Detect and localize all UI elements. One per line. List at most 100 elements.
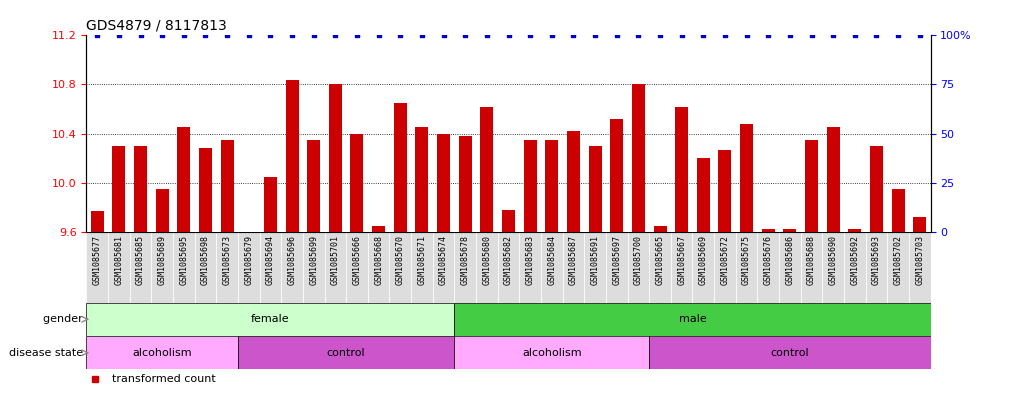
Bar: [91, 211, 104, 232]
Bar: [675, 107, 689, 232]
Bar: [541, 232, 562, 303]
Bar: [671, 232, 693, 303]
Bar: [130, 232, 152, 303]
Text: GSM1085694: GSM1085694: [265, 235, 275, 285]
Bar: [394, 103, 407, 232]
Bar: [892, 189, 904, 232]
Text: GSM1085681: GSM1085681: [114, 235, 123, 285]
Text: GSM1085667: GSM1085667: [677, 235, 686, 285]
Bar: [459, 136, 472, 232]
Text: GSM1085699: GSM1085699: [309, 235, 318, 285]
Bar: [221, 140, 234, 232]
Bar: [827, 127, 840, 232]
Bar: [86, 303, 455, 336]
Text: alcoholism: alcoholism: [522, 348, 582, 358]
Bar: [740, 124, 753, 232]
Text: GSM1085691: GSM1085691: [591, 235, 600, 285]
Bar: [152, 232, 173, 303]
Text: GSM1085692: GSM1085692: [850, 235, 859, 285]
Bar: [524, 140, 537, 232]
Bar: [649, 232, 671, 303]
Bar: [562, 232, 584, 303]
Text: control: control: [771, 348, 810, 358]
Bar: [455, 303, 931, 336]
Text: GSM1085683: GSM1085683: [526, 235, 535, 285]
Bar: [758, 232, 779, 303]
Text: GSM1085698: GSM1085698: [201, 235, 210, 285]
Bar: [372, 226, 385, 232]
Bar: [606, 232, 627, 303]
Bar: [735, 232, 758, 303]
Bar: [194, 232, 217, 303]
Text: GSM1085674: GSM1085674: [439, 235, 448, 285]
Bar: [324, 232, 346, 303]
Text: GSM1085672: GSM1085672: [720, 235, 729, 285]
Bar: [887, 232, 909, 303]
Bar: [870, 146, 883, 232]
Text: GSM1085697: GSM1085697: [612, 235, 621, 285]
Bar: [589, 146, 602, 232]
Bar: [351, 134, 363, 232]
Bar: [649, 336, 931, 369]
Bar: [779, 232, 800, 303]
Text: GSM1085670: GSM1085670: [396, 235, 405, 285]
Bar: [762, 230, 775, 232]
Text: GSM1085684: GSM1085684: [547, 235, 556, 285]
Bar: [584, 232, 606, 303]
Bar: [433, 232, 455, 303]
Text: GSM1085690: GSM1085690: [829, 235, 838, 285]
Text: GSM1085686: GSM1085686: [785, 235, 794, 285]
Text: GSM1085687: GSM1085687: [569, 235, 578, 285]
Bar: [520, 232, 541, 303]
Bar: [610, 119, 623, 232]
Bar: [108, 232, 130, 303]
Text: GSM1085688: GSM1085688: [807, 235, 816, 285]
Bar: [783, 230, 796, 232]
Bar: [848, 230, 861, 232]
Bar: [800, 232, 823, 303]
Text: GSM1085668: GSM1085668: [374, 235, 383, 285]
Text: GSM1085696: GSM1085696: [288, 235, 297, 285]
Text: GSM1085665: GSM1085665: [656, 235, 664, 285]
Bar: [714, 232, 735, 303]
Bar: [177, 127, 190, 232]
Bar: [173, 232, 194, 303]
Bar: [303, 232, 324, 303]
Bar: [545, 140, 558, 232]
Bar: [718, 150, 731, 232]
Bar: [480, 107, 493, 232]
Text: transformed count: transformed count: [112, 374, 216, 384]
Bar: [238, 232, 259, 303]
Bar: [368, 232, 390, 303]
Bar: [476, 232, 497, 303]
Text: alcoholism: alcoholism: [132, 348, 192, 358]
Text: GSM1085678: GSM1085678: [461, 235, 470, 285]
Text: GSM1085701: GSM1085701: [331, 235, 340, 285]
Bar: [264, 176, 277, 232]
Text: GSM1085695: GSM1085695: [179, 235, 188, 285]
Text: GSM1085671: GSM1085671: [417, 235, 426, 285]
Text: disease state: disease state: [9, 348, 86, 358]
Bar: [697, 158, 710, 232]
Bar: [156, 189, 169, 232]
Text: GSM1085677: GSM1085677: [93, 235, 102, 285]
Text: GSM1085702: GSM1085702: [894, 235, 903, 285]
Text: GSM1085700: GSM1085700: [634, 235, 643, 285]
Text: female: female: [251, 314, 290, 324]
Bar: [199, 149, 212, 232]
Bar: [113, 146, 125, 232]
Bar: [437, 134, 451, 232]
Text: GSM1085666: GSM1085666: [353, 235, 361, 285]
Text: GSM1085680: GSM1085680: [482, 235, 491, 285]
Text: GSM1085676: GSM1085676: [764, 235, 773, 285]
Bar: [497, 232, 520, 303]
Bar: [693, 232, 714, 303]
Bar: [455, 232, 476, 303]
Text: GSM1085682: GSM1085682: [504, 235, 513, 285]
Bar: [654, 226, 666, 232]
Bar: [566, 131, 580, 232]
Text: GSM1085669: GSM1085669: [699, 235, 708, 285]
Bar: [805, 140, 818, 232]
Bar: [913, 217, 926, 232]
Bar: [86, 336, 238, 369]
